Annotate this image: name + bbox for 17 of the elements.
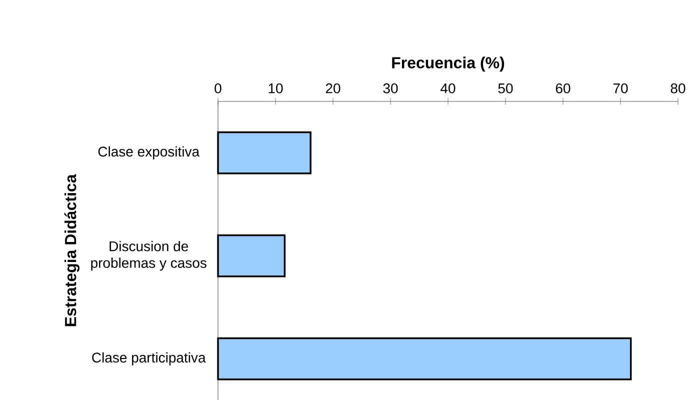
- x-axis-title: Frecuencia (%): [392, 56, 504, 72]
- x-tick-label: 10: [268, 83, 283, 94]
- x-tick-label: 70: [613, 83, 628, 94]
- bar: [217, 337, 632, 380]
- x-tick-label: 50: [498, 83, 513, 94]
- y-tick-label: Discusion de problemas y casos: [91, 240, 206, 271]
- y-tick-label: Clase expositiva: [98, 146, 200, 160]
- bar: [217, 131, 312, 174]
- bar: [217, 234, 286, 278]
- y-axis-title: Estrategia Didáctica: [64, 174, 80, 326]
- x-tick-label: 30: [383, 83, 398, 94]
- x-tick-label: 40: [440, 83, 456, 94]
- y-tick-label: Clase participativa: [92, 352, 206, 366]
- x-tick-label: 60: [556, 83, 570, 94]
- x-tick-label: 20: [326, 83, 340, 94]
- x-tick-label: 0: [214, 83, 222, 94]
- x-tick-label: 80: [670, 83, 686, 94]
